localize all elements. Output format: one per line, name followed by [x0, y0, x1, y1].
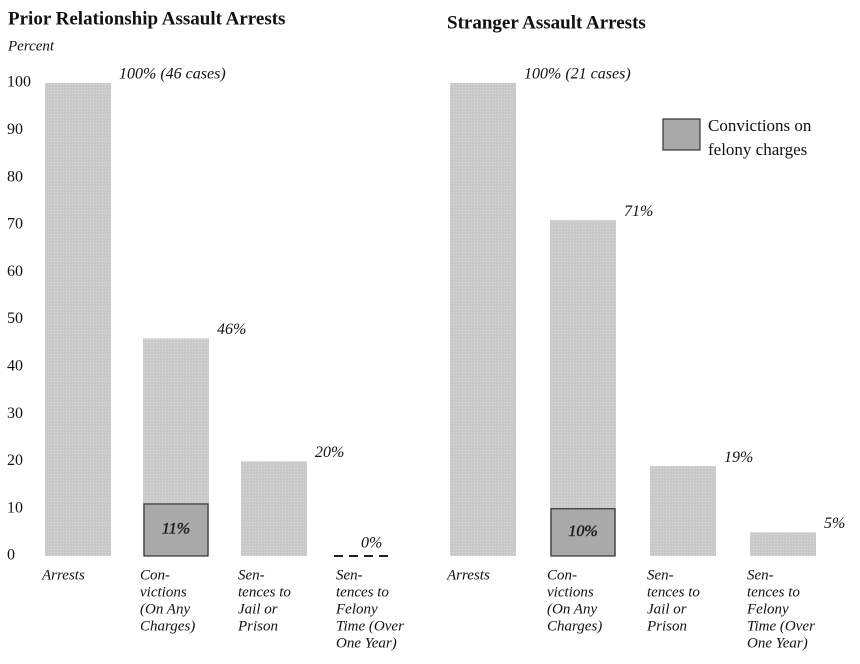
- value-label: 20%: [315, 444, 344, 461]
- bar-texture: [750, 532, 816, 556]
- felony-value-label: 11%: [162, 521, 190, 538]
- felony-value-label: 10%: [568, 523, 597, 540]
- x-tick-label: victions: [140, 584, 187, 600]
- bar-texture: [450, 83, 516, 556]
- x-tick-label: Charges): [547, 618, 602, 634]
- felony-bar: [550, 508, 616, 557]
- x-tick-label: (On Any: [140, 601, 190, 617]
- x-tick-label: tences to: [238, 584, 291, 600]
- y-tick-label: 100: [7, 74, 31, 91]
- x-tick-label: Sen-: [747, 567, 774, 583]
- x-tick-label: (On Any: [547, 601, 597, 617]
- x-tick-label: One Year): [336, 635, 397, 651]
- x-tick-label: tences to: [747, 584, 800, 600]
- chart-title: Prior Relationship Assault Arrests: [8, 8, 285, 29]
- y-tick-label: 20: [7, 452, 23, 469]
- x-tick-label: Con-: [140, 567, 170, 583]
- x-tick-label: Sen-: [238, 567, 265, 583]
- y-tick-label: 90: [7, 121, 23, 138]
- y-tick-label: 40: [7, 357, 23, 374]
- value-label: 5%: [824, 515, 845, 532]
- value-label: 71%: [624, 203, 653, 220]
- y-tick-label: 80: [7, 168, 23, 185]
- x-tick-label: tences to: [336, 584, 389, 600]
- y-tick-label: 30: [7, 405, 23, 422]
- x-tick-label: Time (Over: [336, 618, 404, 634]
- legend-swatch: [662, 118, 701, 151]
- bar-texture: [45, 83, 111, 556]
- bar-texture: [241, 461, 307, 556]
- y-axis-label: Percent: [7, 38, 55, 54]
- y-tick-label: 50: [7, 310, 23, 327]
- bar-texture: [550, 220, 616, 557]
- x-tick-label: tences to: [647, 584, 700, 600]
- x-tick-label: Jail or: [647, 601, 687, 617]
- bar-texture: [650, 466, 716, 556]
- legend-label: felony charges: [708, 140, 807, 159]
- x-tick-label: Felony: [746, 601, 789, 617]
- value-label: 100% (46 cases): [119, 66, 226, 83]
- x-tick-label: Arrests: [446, 567, 490, 583]
- y-tick-label: 0: [7, 547, 15, 564]
- x-tick-label: Con-: [547, 567, 577, 583]
- value-label: 19%: [724, 449, 753, 466]
- legend-label: Convictions on: [708, 116, 812, 135]
- felony-bar: [143, 503, 209, 557]
- x-tick-label: victions: [547, 584, 594, 600]
- value-label: 100% (21 cases): [524, 66, 631, 83]
- x-tick-label: Time (Over: [747, 618, 815, 634]
- x-tick-label: Sen-: [336, 567, 363, 583]
- y-tick-label: 10: [7, 499, 23, 516]
- x-tick-label: Arrests: [41, 567, 85, 583]
- y-tick-label: 60: [7, 263, 23, 280]
- value-label: 0%: [361, 535, 382, 552]
- value-label: 46%: [217, 321, 246, 338]
- x-tick-label: One Year): [747, 635, 808, 651]
- chart-title: Stranger Assault Arrests: [447, 12, 646, 33]
- y-tick-label: 70: [7, 216, 23, 233]
- x-tick-label: Charges): [140, 618, 195, 634]
- x-tick-label: Sen-: [647, 567, 674, 583]
- x-tick-label: Jail or: [238, 601, 278, 617]
- x-tick-label: Prison: [646, 618, 687, 634]
- x-tick-label: Felony: [335, 601, 378, 617]
- x-tick-label: Prison: [237, 618, 278, 634]
